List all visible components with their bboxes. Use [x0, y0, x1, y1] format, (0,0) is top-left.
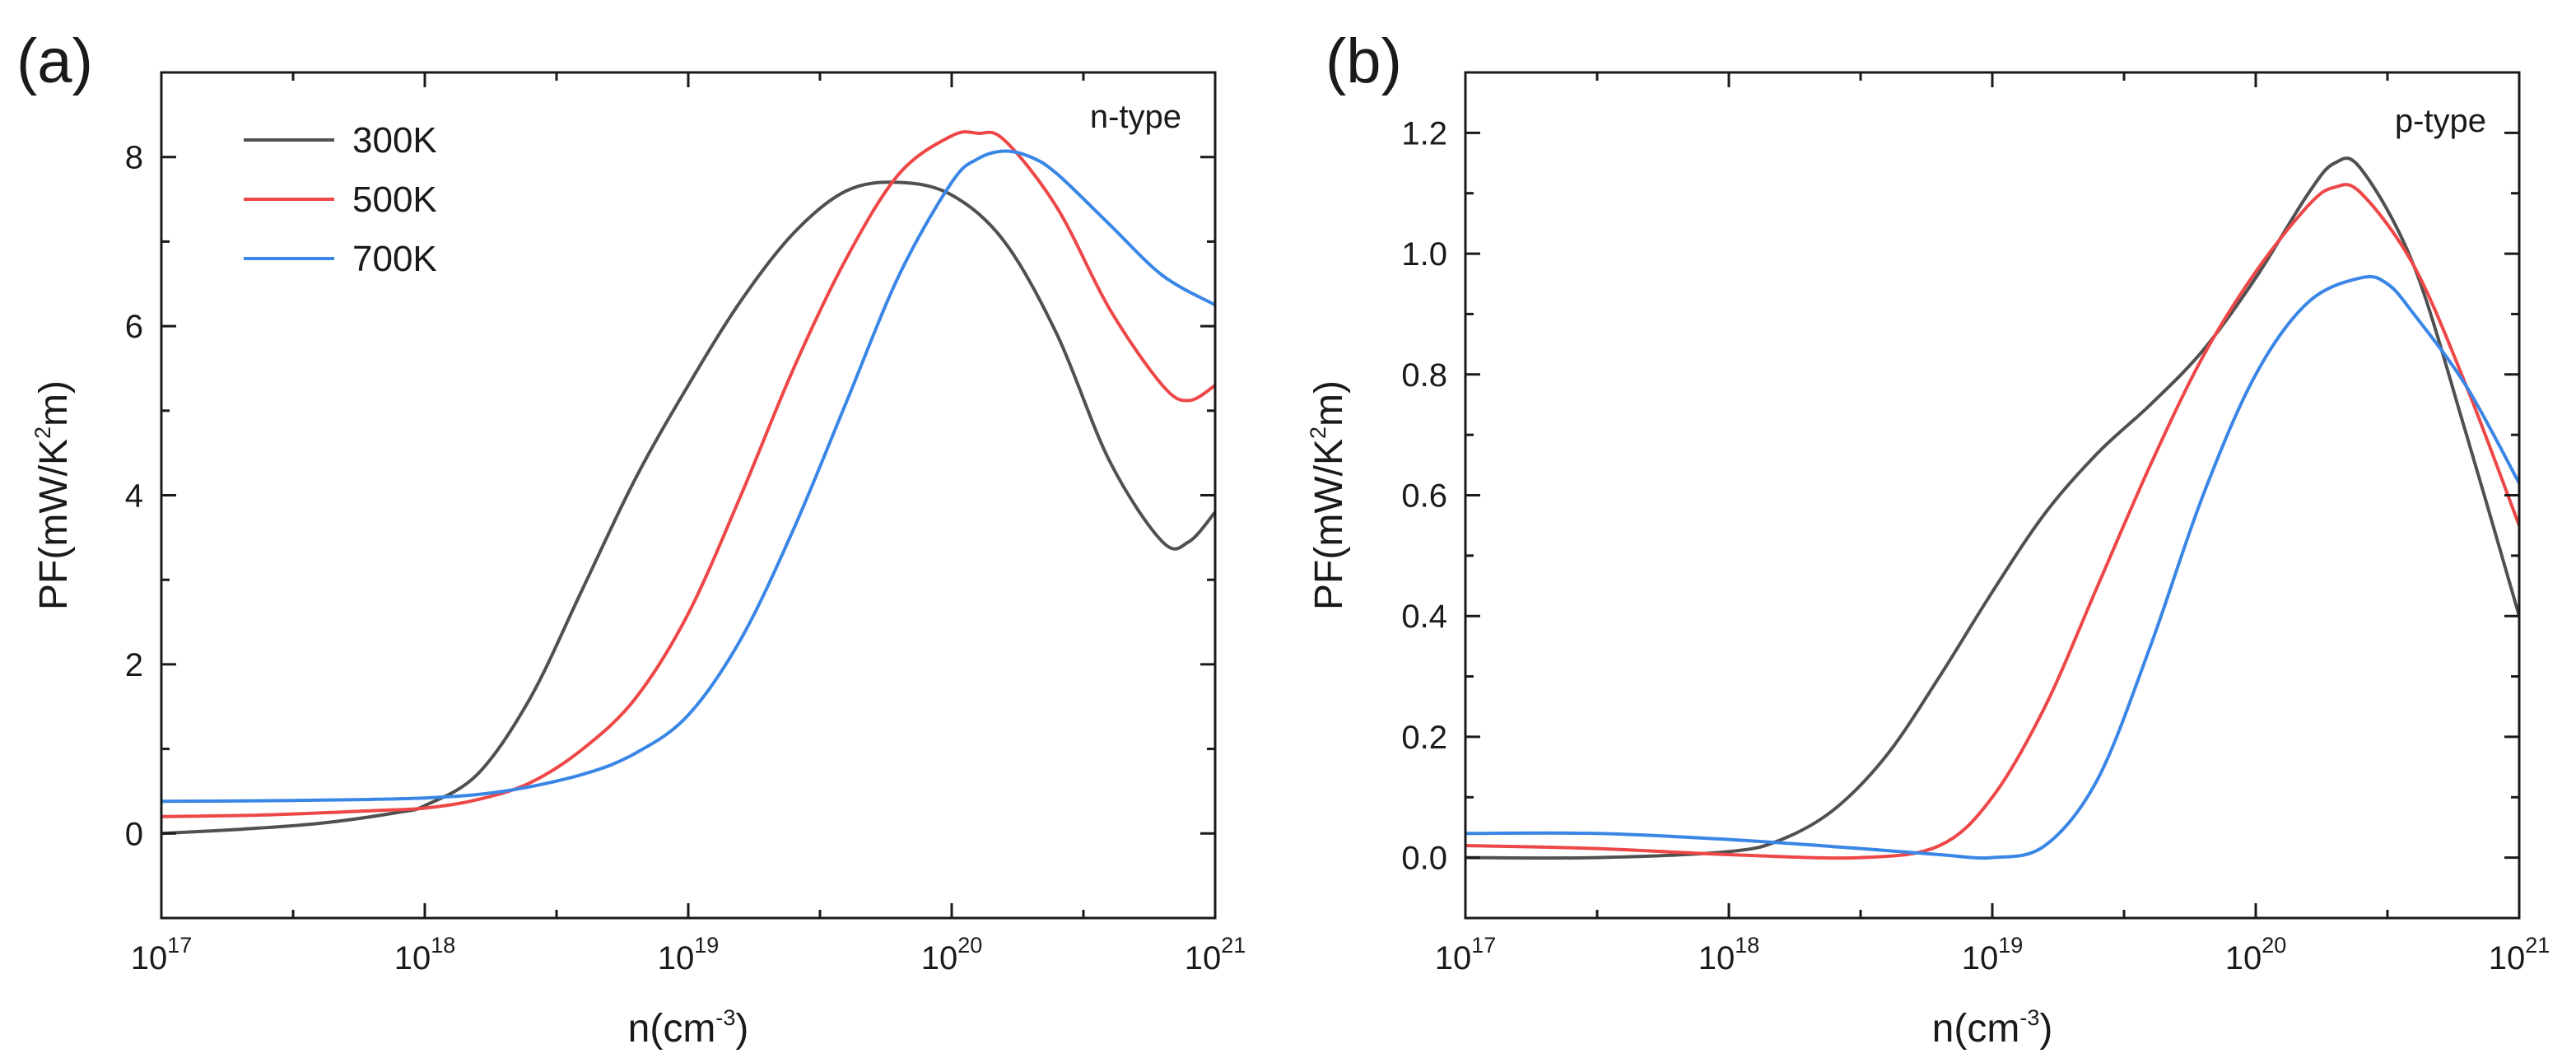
series-line-300k: [1465, 156, 2519, 860]
x-tick-label: 1018: [394, 933, 456, 976]
y-tick-label: 0.8: [1401, 357, 1447, 394]
legend-label-700k: 700K: [352, 239, 437, 279]
plot-frame: [1464, 71, 2521, 920]
x-tick-label: 1021: [2489, 933, 2550, 976]
panel-label: (a): [16, 26, 93, 96]
y-tick-label: 0.4: [1401, 599, 1447, 635]
panel-label: (b): [1325, 26, 1402, 96]
x-tick-label: 1020: [2225, 933, 2287, 976]
series-line-700k: [161, 149, 1215, 804]
series-line-500k: [1465, 183, 2519, 860]
series-line-700k: [1465, 274, 2519, 860]
y-tick-label: 0.2: [1401, 720, 1447, 756]
x-tick-label: 1020: [921, 933, 983, 976]
x-tick-label: 1019: [1962, 933, 2024, 976]
x-axis-title: n(cm-3): [1932, 1005, 2053, 1051]
y-tick-label: 1.0: [1401, 236, 1447, 273]
chart-panel-a: 1017 1018 1019 1020 1021 0 2 4 6 8 n(cm-3) PF(mW/K2…: [16, 26, 1246, 1051]
y-tick-label: 2: [125, 647, 143, 683]
series-line-300k: [161, 180, 1215, 836]
x-tick-label: 1017: [131, 933, 193, 976]
x-tick-label: 1017: [1435, 933, 1497, 976]
y-tick-label: 1.2: [1401, 115, 1447, 151]
chart-panel-b: 1017 1018 1019 1020 1021 0.0 0.2 0.4 0.6 0.8 1.0 1.…: [1306, 26, 2550, 1051]
y-axis-title: PF(mW/K2m): [1306, 380, 1351, 610]
legend: 300K 500K 700K: [244, 120, 437, 279]
y-tick-label: 0: [125, 816, 143, 852]
x-tick-label: 1018: [1698, 933, 1760, 976]
type-annotation: n-type: [1090, 99, 1181, 135]
y-tick-label: 0.6: [1401, 478, 1447, 515]
y-tick-label: 8: [125, 140, 143, 176]
y-axis-title: PF(mW/K2m): [30, 380, 76, 610]
x-axis-title: n(cm-3): [628, 1005, 749, 1051]
series-line-500k: [161, 130, 1215, 818]
x-tick-label: 1019: [658, 933, 720, 976]
legend-label-500k: 500K: [352, 179, 437, 220]
x-tick-label: 1021: [1185, 933, 1246, 976]
y-tick-label: 0.0: [1401, 841, 1447, 877]
y-tick-label: 6: [125, 309, 143, 345]
type-annotation: p-type: [2395, 103, 2486, 139]
y-tick-label: 4: [125, 478, 143, 515]
legend-label-300k: 300K: [352, 120, 437, 161]
